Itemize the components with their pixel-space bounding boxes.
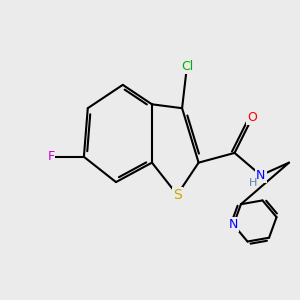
Text: N: N — [229, 218, 238, 231]
Text: H: H — [249, 178, 258, 188]
Text: Cl: Cl — [181, 60, 193, 73]
Text: N: N — [256, 169, 266, 182]
Text: S: S — [173, 188, 182, 202]
Text: O: O — [247, 111, 257, 124]
Text: F: F — [47, 150, 54, 163]
